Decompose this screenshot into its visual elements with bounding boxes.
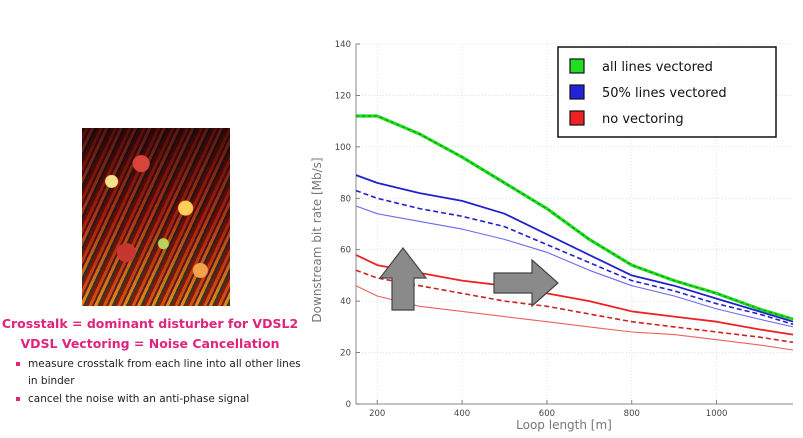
y-tick-label: 0 [346, 400, 351, 410]
y-tick-label: 100 [335, 143, 351, 153]
x-tick-label: 1000 [706, 409, 728, 419]
arrow-up-icon [378, 247, 428, 311]
y-tick-label: 140 [335, 40, 351, 50]
x-tick-label: 200 [369, 409, 385, 419]
x-tick-label: 400 [454, 409, 470, 419]
bullet-list: measure crosstalk from each line into al… [14, 356, 304, 408]
series-line-50-lines-vectored-lower [355, 205, 794, 328]
bullet-item: cancel the noise with an anti-phase sign… [14, 391, 304, 408]
series-line-50-lines-vectored-mid [355, 189, 794, 326]
y-tick-label: 60 [340, 246, 351, 256]
series-line-all-lines-vectored [356, 114, 794, 321]
heading-crosstalk: Crosstalk = dominant disturber for VDSL2 [1, 316, 299, 331]
series-line-no-vectoring-lower [355, 285, 794, 351]
x-axis-title: Loop length [m] [516, 418, 612, 432]
y-tick-label: 40 [340, 297, 351, 307]
y-tick-label: 120 [335, 91, 351, 101]
arrow-right-icon [493, 258, 559, 308]
fiber-optic-photo [82, 128, 230, 306]
heading-vectoring: VDSL Vectoring = Noise Cancellation [20, 336, 280, 351]
series-line-all-vectored-overlay [356, 115, 794, 320]
y-tick-label: 20 [340, 349, 351, 359]
slide-text: Crosstalk = dominant disturber for VDSL2… [0, 314, 301, 409]
bitrate-chart: 0 20 40 60 80 100 120 140 200 400 600 800 1000 all l… [310, 40, 794, 432]
chart-legend: all lines vectored 50% lines vectored no v… [557, 46, 777, 138]
legend-label: all lines vectored [602, 60, 713, 75]
legend-label: no vectoring [602, 112, 684, 127]
y-axis-title: Downstream bit rate [Mb/s] [310, 157, 324, 322]
legend-swatch [569, 84, 585, 100]
bullet-item: measure crosstalk from each line into al… [14, 356, 304, 390]
legend-label: 50% lines vectored [602, 86, 727, 101]
x-tick-label: 800 [624, 409, 640, 419]
legend-swatch [569, 110, 585, 126]
legend-swatch [569, 58, 585, 74]
series-line-50-lines-vectored-upper [355, 174, 794, 323]
series-line-no-vectoring-upper [355, 254, 794, 336]
y-tick-label: 80 [340, 194, 351, 204]
x-tick-label: 600 [539, 409, 555, 419]
